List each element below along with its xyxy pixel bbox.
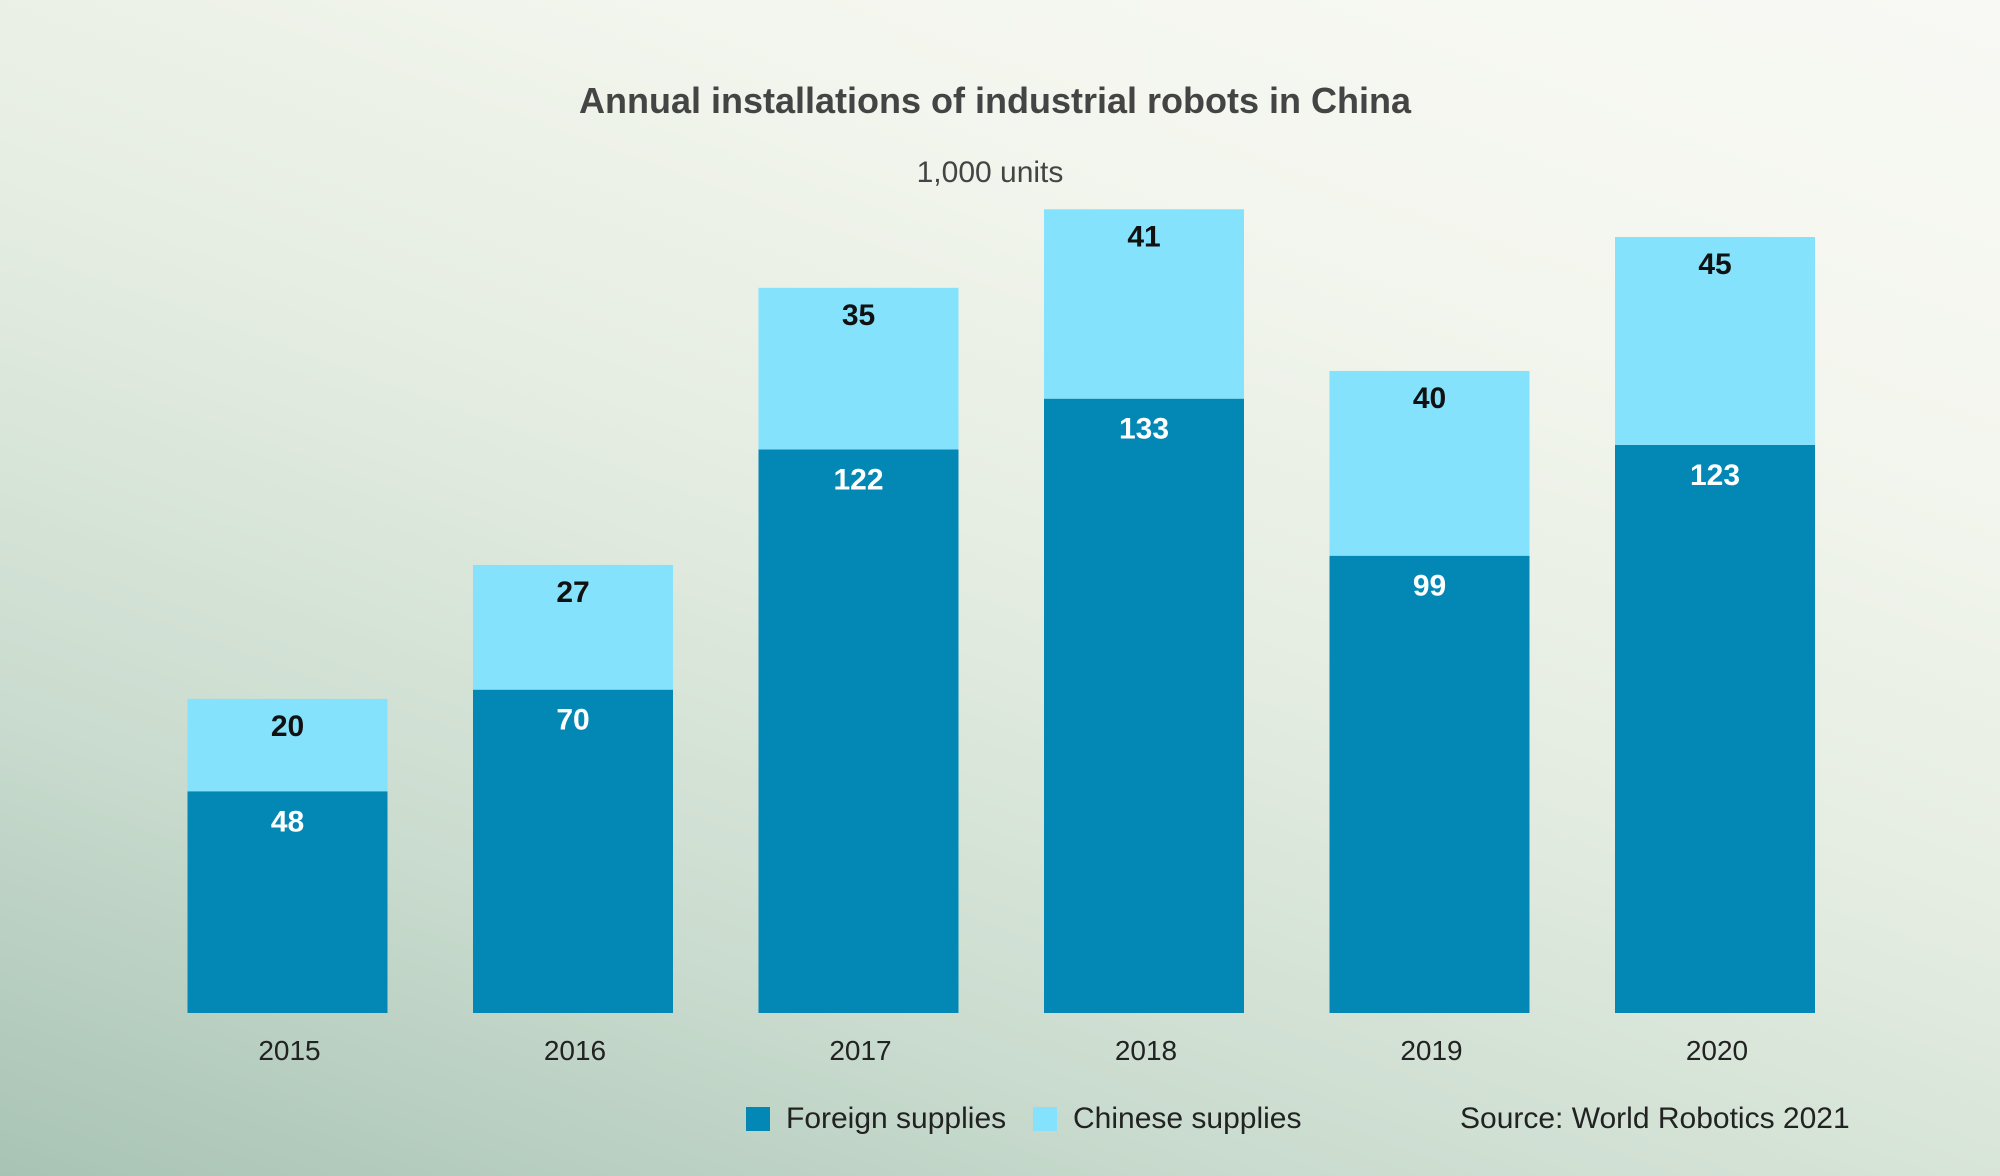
x-tick-label-2018: 2018: [1115, 1035, 1177, 1066]
data-label-chinese-2020: 45: [1698, 248, 1731, 281]
bar-chinese-2017: [758, 287, 959, 450]
data-label-chinese-2015: 20: [271, 710, 304, 743]
data-label-foreign-2019: 99: [1413, 570, 1446, 603]
data-label-foreign-2016: 70: [556, 704, 589, 737]
source-note: Source: World Robotics 2021: [1460, 1102, 1850, 1135]
legend-item-chinese: Chinese supplies: [1033, 1102, 1301, 1136]
x-tick-label-2019: 2019: [1400, 1035, 1462, 1066]
bar-foreign-2019: [1329, 555, 1530, 1013]
legend-label-foreign: Foreign supplies: [786, 1102, 1007, 1135]
legend-swatch-foreign: [746, 1107, 770, 1131]
data-label-chinese-2016: 27: [556, 576, 589, 609]
legend-label-chinese: Chinese supplies: [1073, 1102, 1302, 1135]
data-label-chinese-2017: 35: [842, 299, 875, 332]
legend-swatch-chinese: [1033, 1107, 1057, 1131]
bar-chinese-2018: [1044, 209, 1244, 399]
bar-foreign-2015: [187, 791, 388, 1013]
x-tick-label-2016: 2016: [544, 1035, 606, 1066]
data-label-foreign-2015: 48: [271, 805, 304, 838]
bar-chinese-2015: [187, 698, 388, 792]
chart-title: Annual installations of industrial robot…: [578, 80, 1412, 121]
bar-foreign-2016: [473, 689, 673, 1013]
x-tick-label-2017: 2017: [829, 1035, 891, 1066]
data-label-foreign-2018: 133: [1119, 413, 1169, 446]
bar-foreign-2017: [758, 449, 959, 1013]
bar-foreign-2018: [1044, 398, 1244, 1014]
bar-chinese-2019: [1329, 370, 1530, 556]
data-label-chinese-2018: 41: [1127, 220, 1160, 253]
bar-foreign-2020: [1615, 444, 1815, 1013]
chart-subtitle: 1,000 units: [916, 156, 1064, 189]
bar-chinese-2020: [1615, 237, 1815, 445]
legend-item-foreign: Foreign supplies: [746, 1102, 1006, 1136]
data-label-foreign-2020: 123: [1690, 459, 1740, 492]
bar-chinese-2016: [473, 564, 673, 690]
x-tick-label-2020: 2020: [1686, 1035, 1748, 1066]
x-tick-label-2015: 2015: [258, 1035, 320, 1066]
data-label-foreign-2017: 122: [833, 463, 883, 496]
data-label-chinese-2019: 40: [1413, 382, 1446, 415]
